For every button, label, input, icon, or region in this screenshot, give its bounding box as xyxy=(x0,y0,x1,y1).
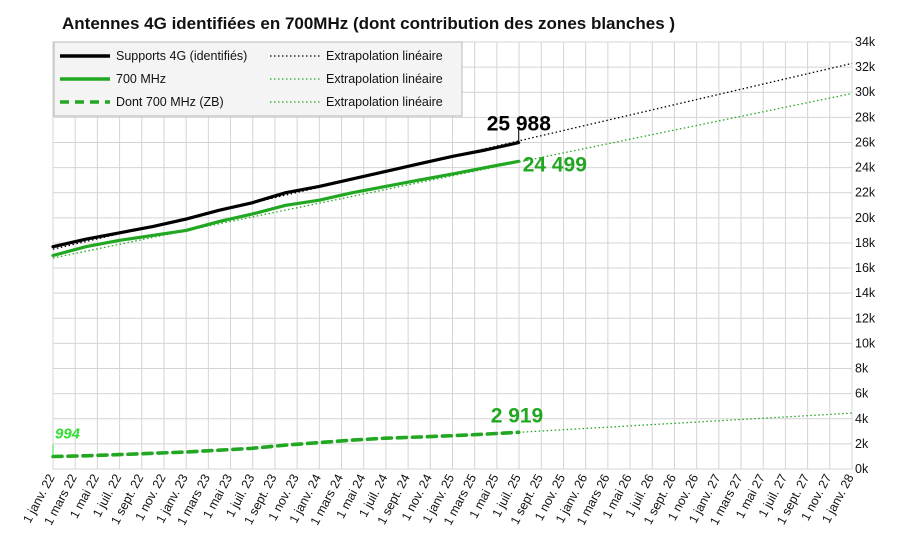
series-line-dotted xyxy=(518,412,853,433)
series-line-solid xyxy=(51,141,521,249)
data-label: 24 499 xyxy=(523,153,587,176)
data-label: 25 988 xyxy=(487,113,552,136)
legend-label: Extrapolation linéaire xyxy=(326,72,443,86)
y-tick-label: 20k xyxy=(855,211,876,225)
y-tick-label: 16k xyxy=(855,261,876,275)
legend-label: Extrapolation linéaire xyxy=(326,49,443,63)
y-tick-label: 32k xyxy=(855,60,876,74)
legend-label: Extrapolation linéaire xyxy=(326,95,443,109)
y-tick-label: 0k xyxy=(855,462,869,476)
annotations: 25 988 24 499 2 919 994 xyxy=(52,113,587,457)
y-axis-ticks: 0k 2k 4k 6k 8k 10k 12k 14k 16k 18k 20k 22k 24k 26k 28k… xyxy=(855,35,876,476)
series-line-dashed xyxy=(51,430,521,459)
y-tick-label: 10k xyxy=(855,336,876,350)
y-tick-label: 18k xyxy=(855,236,876,250)
plot-lines xyxy=(51,62,853,459)
data-label: 2 919 xyxy=(491,404,544,427)
y-tick-label: 22k xyxy=(855,186,876,200)
legend: Supports 4G (identifiés) Extrapolation li… xyxy=(53,41,463,117)
data-label: 994 xyxy=(55,426,81,443)
y-tick-label: 12k xyxy=(855,311,876,325)
legend-box xyxy=(53,41,463,117)
legend-label: Dont 700 MHz (ZB) xyxy=(116,95,224,109)
legend-label: Supports 4G (identifiés) xyxy=(116,49,247,63)
x-axis-ticks: 1 janv. 221 mars 221 mai 221 juil. 221 s… xyxy=(20,472,856,528)
y-tick-label: 26k xyxy=(855,135,876,149)
y-tick-label: 14k xyxy=(855,286,876,300)
y-tick-label: 28k xyxy=(855,110,876,124)
y-tick-label: 24k xyxy=(855,161,876,175)
y-tick-label: 2k xyxy=(855,437,869,451)
y-tick-label: 30k xyxy=(855,85,876,99)
y-tick-label: 4k xyxy=(855,412,869,426)
y-tick-label: 34k xyxy=(855,35,876,49)
legend-label: 700 MHz xyxy=(116,72,166,86)
y-tick-label: 6k xyxy=(855,387,869,401)
y-tick-label: 8k xyxy=(855,362,869,376)
series-line-solid xyxy=(51,159,521,258)
chart-title: Antennes 4G identifiées en 700MHz (dont … xyxy=(62,14,675,33)
